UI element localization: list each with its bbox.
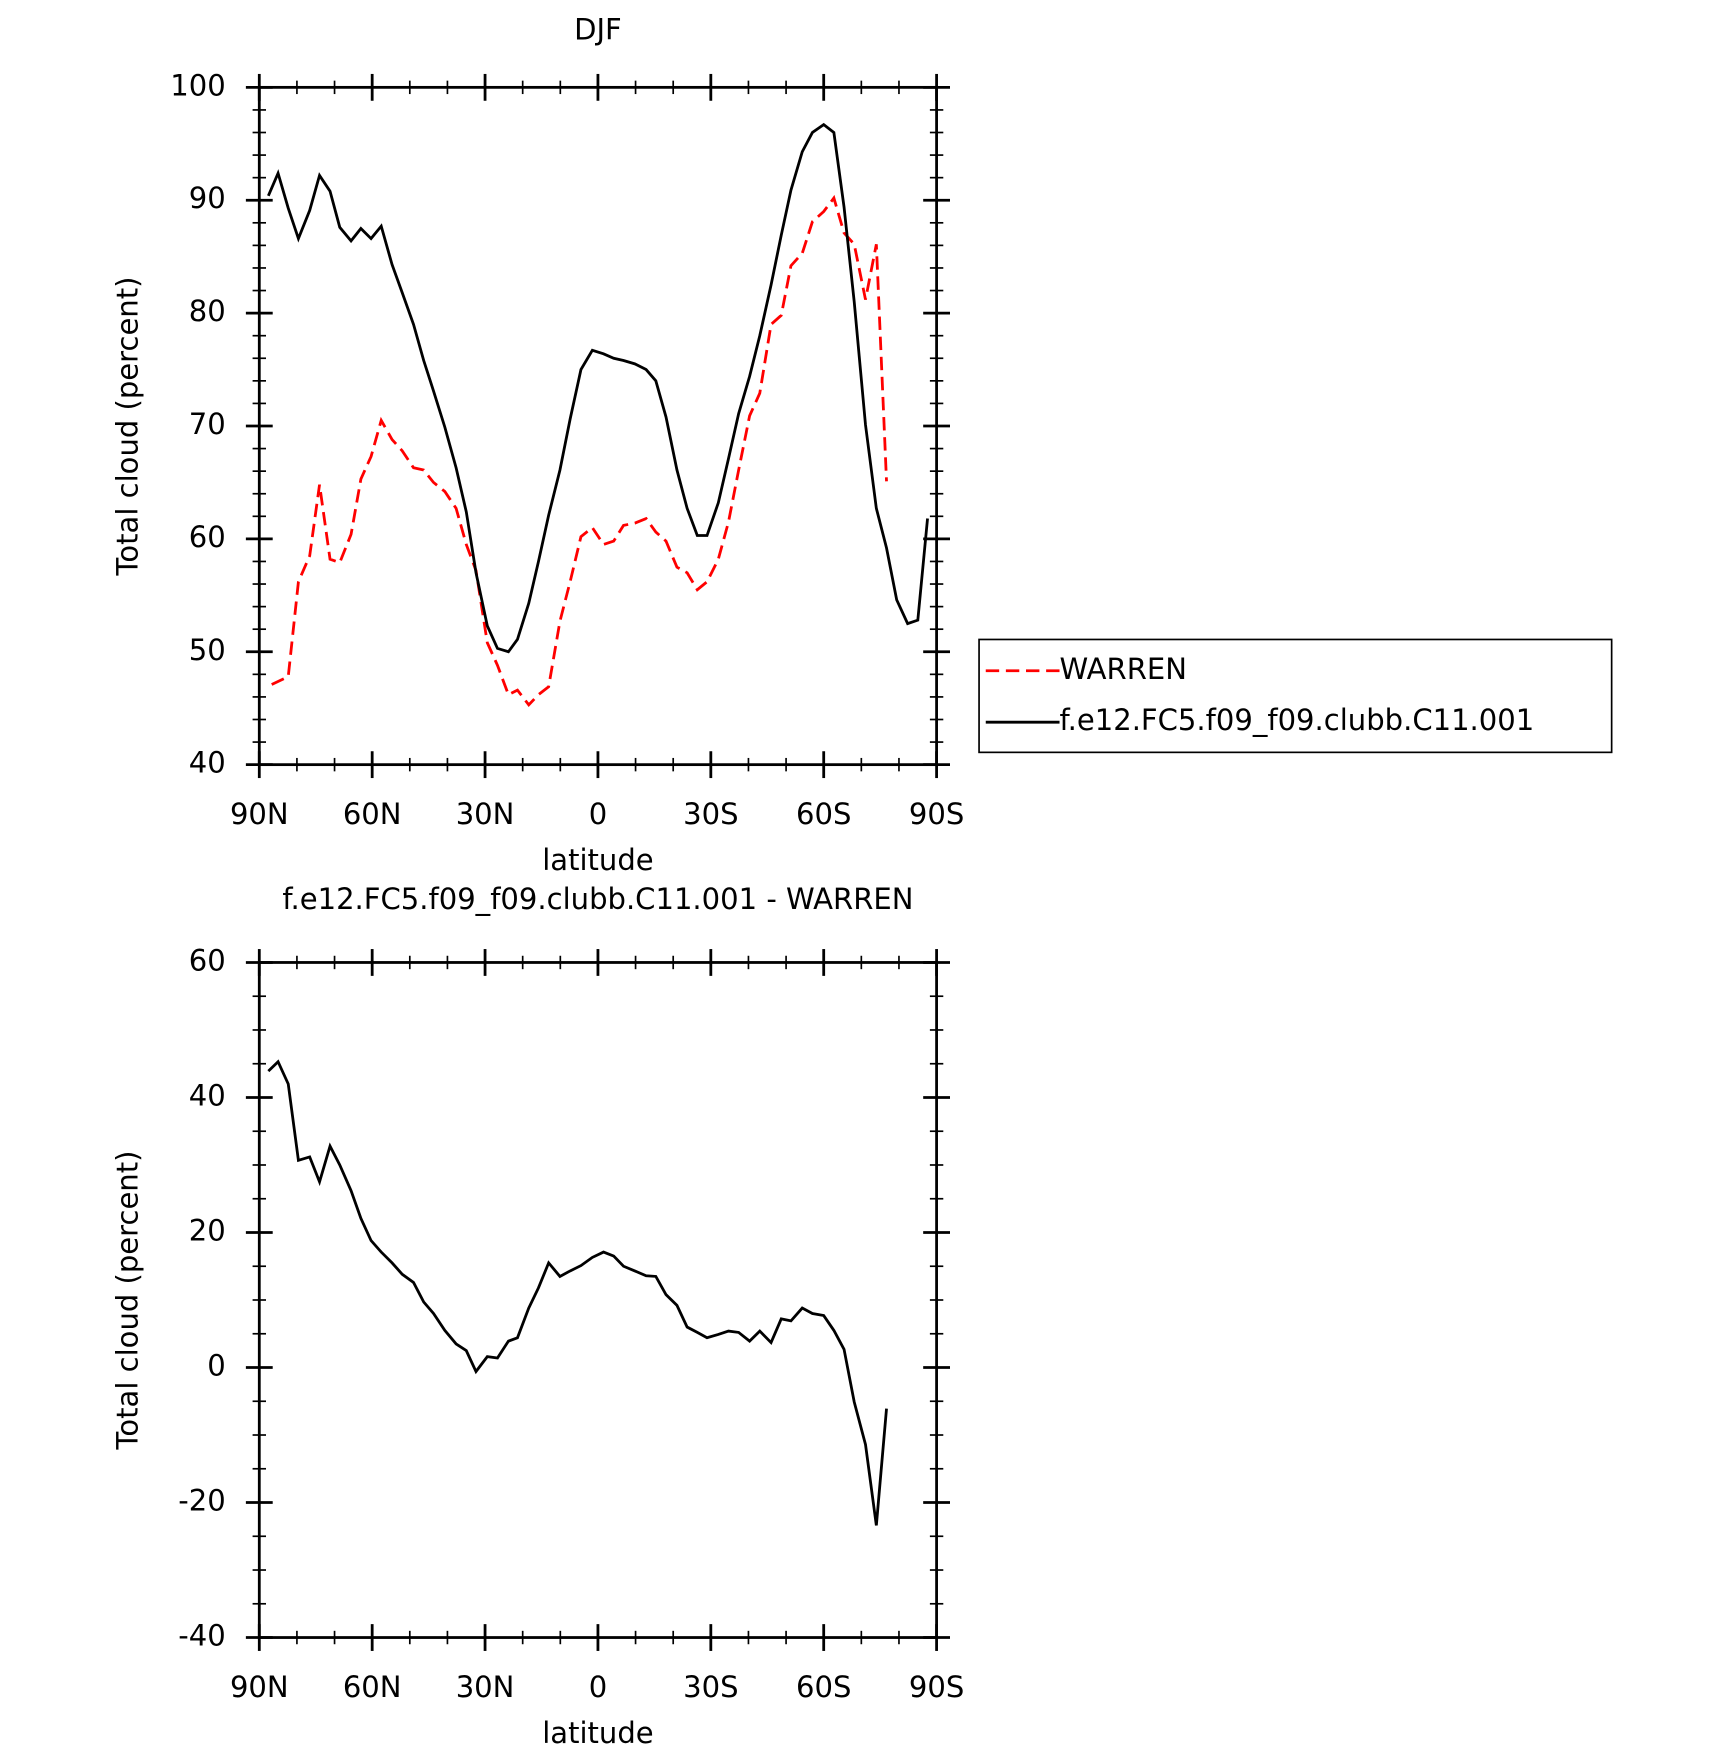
chart-title: f.e12.FC5.f09_f09.clubb.C11.001 - WARREN [282,882,913,916]
plot-frame [257,85,938,767]
x-tick-label: 30N [456,797,515,831]
legend-label: WARREN [1060,652,1187,686]
data-line [267,1059,888,1526]
x-tick-label: 0 [589,797,607,831]
y-tick-label: 70 [189,407,226,441]
chart-title: DJF [574,12,622,46]
x-axis-label: latitude [542,843,653,877]
y-tick-label: 20 [189,1213,226,1247]
plot-frame [257,961,938,1639]
y-axis-label: Total cloud (percent) [111,1151,145,1451]
x-tick-label: 60S [796,797,851,831]
x-tick-label: 60N [343,797,402,831]
x-tick-label: 90N [230,1670,289,1704]
x-tick-label: 30N [456,1670,515,1704]
y-tick-label: 100 [170,68,225,102]
x-tick-label: 60S [796,1670,851,1704]
x-tick-label: 30S [683,1670,738,1704]
y-tick-label: 50 [189,633,226,667]
legend-label: f.e12.FC5.f09_f09.clubb.C11.001 [1060,703,1535,737]
y-tick-label: -20 [178,1484,225,1518]
legend-box [978,638,1613,754]
y-tick-label: 0 [207,1349,225,1383]
x-tick-label: 60N [343,1670,402,1704]
data-line [267,122,929,654]
x-tick-label: 0 [589,1670,607,1704]
x-tick-label: 90N [230,797,289,831]
data-line [271,194,888,707]
x-tick-label: 30S [683,797,738,831]
x-tick-label: 90S [909,797,964,831]
y-tick-label: 40 [189,746,226,780]
y-tick-label: -40 [178,1619,225,1653]
y-tick-label: 60 [189,943,226,977]
y-axis-label: Total cloud (percent) [111,277,145,577]
x-axis-label: latitude [542,1716,653,1745]
y-tick-label: 90 [189,181,226,215]
x-tick-label: 90S [909,1670,964,1704]
y-tick-label: 60 [189,520,226,554]
y-tick-label: 80 [189,294,226,328]
y-tick-label: 40 [189,1078,226,1112]
